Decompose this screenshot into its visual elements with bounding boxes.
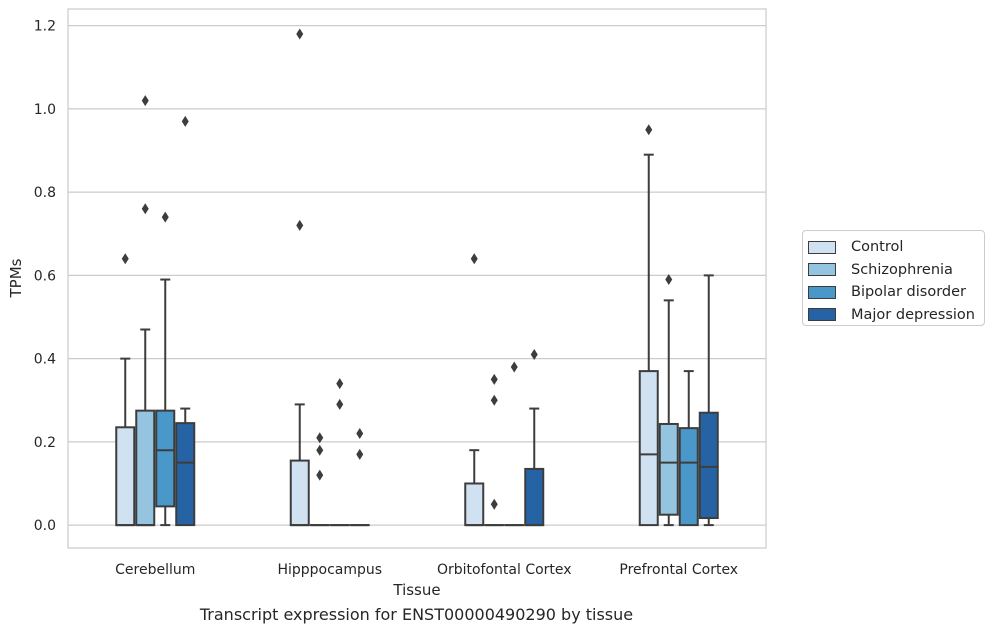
box-body bbox=[638, 370, 659, 527]
legend-swatch-control bbox=[808, 240, 836, 254]
x-axis-label: Tissue bbox=[392, 581, 440, 599]
box-body bbox=[135, 409, 156, 527]
outlier-point bbox=[296, 219, 304, 231]
legend-item-control: Control bbox=[808, 236, 984, 259]
box-3-2 bbox=[524, 348, 545, 527]
legend-label-schizophrenia: Schizophrenia bbox=[851, 261, 953, 278]
legend-label-bipolar-disorder: Bipolar disorder bbox=[851, 284, 966, 301]
box-3-3 bbox=[698, 274, 719, 527]
y-tick-label: 0.6 bbox=[34, 268, 56, 284]
outlier-point bbox=[665, 274, 673, 286]
box-body bbox=[658, 422, 679, 516]
y-axis-ticks: 0.0 0.2 0.4 0.6 0.8 1.0 1.2 bbox=[34, 19, 56, 534]
outlier-point bbox=[161, 211, 169, 223]
outlier-point bbox=[181, 115, 189, 127]
legend-swatch-schizophrenia bbox=[808, 263, 836, 277]
outlier-point bbox=[356, 448, 364, 460]
box-1-2 bbox=[484, 373, 505, 527]
box-0-0 bbox=[115, 253, 136, 527]
box-1-0 bbox=[135, 95, 156, 527]
y-tick-label: 1.0 bbox=[34, 102, 56, 118]
outlier-point bbox=[336, 378, 344, 390]
y-tick-label: 1.2 bbox=[34, 19, 56, 35]
y-tick-label: 0.4 bbox=[34, 352, 56, 368]
box-2-1 bbox=[329, 378, 350, 527]
y-axis-label: TPMs bbox=[7, 258, 25, 298]
box-2-0 bbox=[155, 211, 176, 527]
x-tick-label: Prefrontal Cortex bbox=[619, 562, 738, 578]
outlier-point bbox=[336, 398, 344, 410]
legend-swatch-bipolar-disorder bbox=[808, 285, 836, 299]
y-tick-label: 0.2 bbox=[34, 435, 56, 451]
outlier-point bbox=[141, 203, 149, 215]
box-0-3 bbox=[638, 124, 659, 527]
outlier-point bbox=[296, 28, 304, 40]
outlier-point bbox=[316, 469, 324, 481]
legend: Control Schizophrenia Bipolar disorder M… bbox=[802, 230, 985, 326]
x-axis-ticks: Cerebellum Hipppocampus Orbitofontal Corte… bbox=[115, 562, 738, 578]
outlier-point bbox=[141, 95, 149, 107]
outlier-point bbox=[490, 394, 498, 406]
outlier-point bbox=[530, 348, 538, 360]
outlier-point bbox=[316, 444, 324, 456]
x-tick-label: Orbitofontal Cortex bbox=[437, 562, 572, 578]
box-body bbox=[678, 427, 699, 527]
legend-swatch-major-depression bbox=[808, 308, 836, 322]
box-2-3 bbox=[678, 370, 699, 527]
legend-item-major-depression: Major depression bbox=[808, 304, 984, 327]
outlier-point bbox=[470, 253, 478, 265]
outlier-point bbox=[316, 432, 324, 444]
box-2-2 bbox=[504, 361, 525, 527]
y-tick-label: 0.8 bbox=[34, 185, 56, 201]
outlier-point bbox=[645, 124, 653, 136]
box-3-1 bbox=[349, 428, 370, 527]
box-3-0 bbox=[175, 115, 196, 527]
outlier-point bbox=[356, 428, 364, 440]
box-body bbox=[524, 467, 545, 527]
legend-label-control: Control bbox=[851, 239, 904, 256]
box-body bbox=[464, 482, 485, 527]
y-tick-label: 0.0 bbox=[34, 518, 56, 534]
box-0-2 bbox=[464, 253, 485, 527]
outlier-point bbox=[490, 373, 498, 385]
legend-label-major-depression: Major depression bbox=[851, 306, 975, 323]
boxes bbox=[115, 28, 719, 527]
box-1-3 bbox=[658, 274, 679, 527]
x-tick-label: Hipppocampus bbox=[277, 562, 382, 578]
legend-item-bipolar-disorder: Bipolar disorder bbox=[808, 281, 984, 304]
outlier-point bbox=[121, 253, 129, 265]
legend-item-schizophrenia: Schizophrenia bbox=[808, 259, 984, 282]
outlier-point bbox=[510, 361, 518, 373]
box-0-1 bbox=[289, 28, 310, 527]
box-body bbox=[175, 422, 196, 527]
box-body bbox=[698, 411, 719, 520]
box-body bbox=[289, 459, 310, 527]
box-body bbox=[115, 426, 136, 527]
outlier-point bbox=[490, 498, 498, 510]
box-1-1 bbox=[309, 432, 330, 527]
plot-area-frame bbox=[67, 8, 767, 549]
chart-caption: Transcript expression for ENST0000049029… bbox=[199, 605, 634, 624]
x-tick-label: Cerebellum bbox=[115, 562, 195, 578]
box-body bbox=[155, 409, 176, 508]
